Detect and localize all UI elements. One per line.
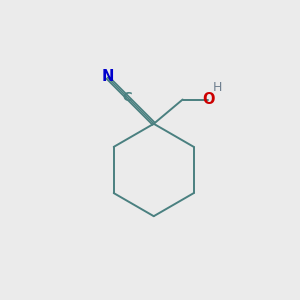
Text: H: H <box>213 82 222 94</box>
Text: C: C <box>122 91 132 104</box>
Text: N: N <box>101 69 114 84</box>
Text: O: O <box>202 92 214 107</box>
